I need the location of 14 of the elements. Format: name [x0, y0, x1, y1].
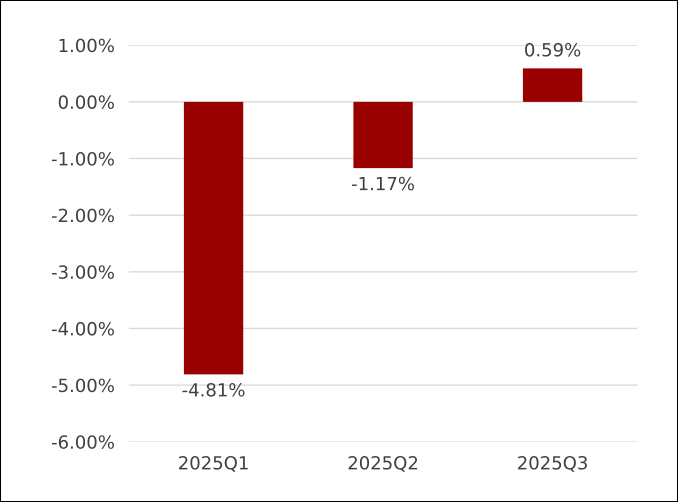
y-tick-label: -1.00%: [52, 152, 114, 166]
y-tick-label: -3.00%: [52, 265, 114, 279]
data-label: 0.59%: [525, 42, 580, 57]
y-tick-label: 0.00%: [58, 95, 114, 109]
data-label: -1.17%: [352, 176, 414, 190]
x-tick-label: 2025Q3: [518, 456, 587, 472]
data-label: -4.81%: [182, 382, 245, 397]
y-tick-label: -4.00%: [52, 322, 114, 336]
y-tick-label: -2.00%: [52, 208, 114, 222]
x-tick-label: 2025Q2: [348, 456, 418, 472]
y-tick-label: -6.00%: [52, 435, 114, 449]
y-tick-label: -5.00%: [52, 378, 114, 392]
x-tick-label: 2025Q1: [179, 456, 248, 472]
y-tick-label: 1.00%: [60, 38, 114, 52]
